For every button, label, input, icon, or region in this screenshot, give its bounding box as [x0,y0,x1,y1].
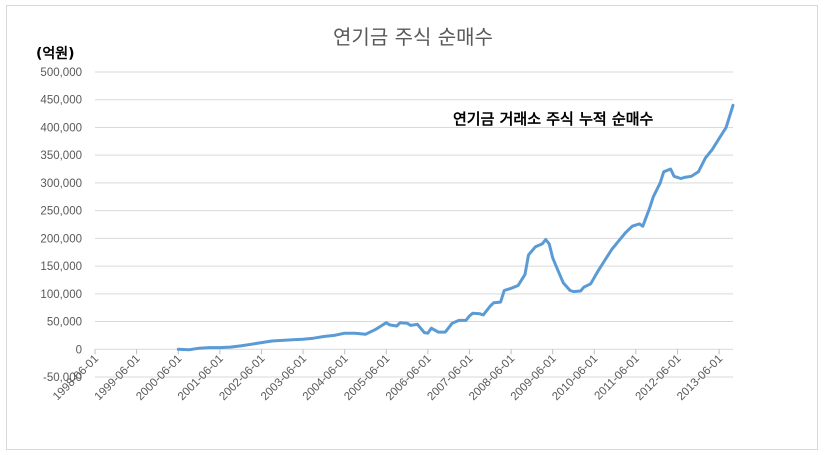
y-tick-label: 50,000 [47,317,82,329]
chart-title: 연기금 주식 순매수 [333,25,493,49]
series-line [176,103,735,352]
chart-frame [6,5,818,450]
y-tick-label: 250,000 [40,206,82,218]
y-tick-label: 0 [76,344,82,356]
unit-label: (억원) [36,46,75,62]
y-tick-label: 300,000 [40,178,82,190]
y-tick-label: 200,000 [40,233,82,245]
y-tick-label: 150,000 [40,261,82,273]
series-annotation: 연기금 거래소 주식 누적 순매수 [453,110,653,128]
y-axis-ticks: -50,000 0 50,000 100,000 150,000 200,000 250,0… [40,67,82,384]
x-axis-ticks: 1998-06-011999-06-012000-06-012001-06-01… [51,349,725,403]
y-tick-label: 400,000 [40,122,82,134]
y-tick-label: 500,000 [40,67,82,79]
series-layer [176,103,735,352]
y-tick-label: 450,000 [40,95,82,107]
y-tick-label: 350,000 [40,150,82,162]
y-tick-label: 100,000 [40,289,82,301]
y-tick-label: -50,000 [43,372,82,384]
